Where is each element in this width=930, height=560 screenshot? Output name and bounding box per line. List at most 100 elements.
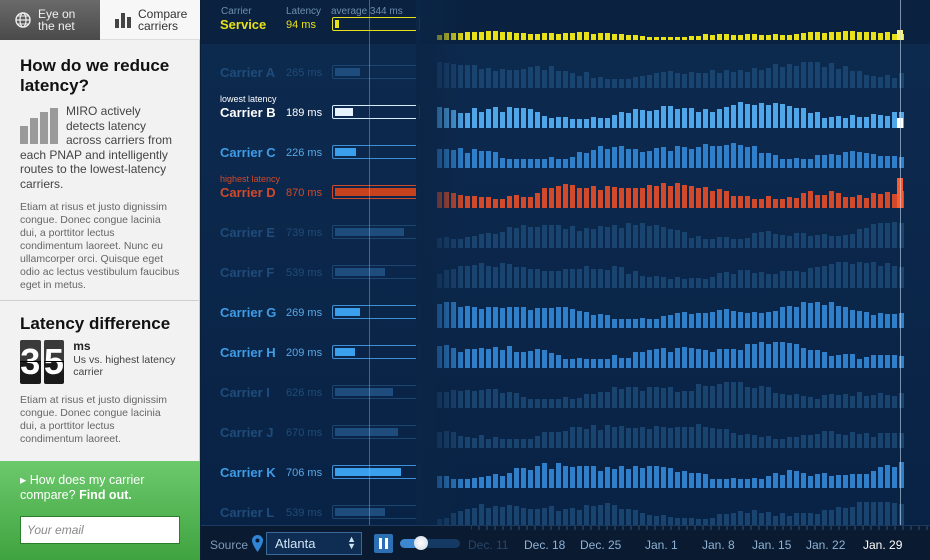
history-bar <box>598 314 603 328</box>
source-city-select[interactable]: Atlanta ▲ ▼ <box>266 532 362 555</box>
carrier-row[interactable]: Carrier E 739 ms <box>201 208 930 248</box>
history-bar <box>647 37 652 40</box>
history-bar <box>444 192 449 208</box>
history-bar <box>724 34 729 40</box>
history-bar <box>773 274 778 288</box>
history-bar <box>871 193 876 208</box>
history-bar <box>472 32 477 40</box>
history-bar <box>465 65 470 88</box>
carrier-row[interactable]: highest latency Carrier D 870 ms <box>201 168 930 208</box>
history-bar <box>710 35 715 40</box>
history-bar <box>822 67 827 88</box>
history-bar <box>829 191 834 208</box>
history-bar <box>801 233 806 248</box>
find-out-link[interactable]: Find out. <box>79 488 132 502</box>
history-bar <box>759 153 764 168</box>
history-bar <box>507 107 512 128</box>
history-bar <box>661 72 666 88</box>
history-bar <box>528 227 533 248</box>
history-bar <box>808 62 813 88</box>
tab-compare-carriers[interactable]: Compare carriers <box>100 0 200 40</box>
history-bars <box>437 382 904 408</box>
history-bar <box>780 159 785 168</box>
history-bar <box>710 112 715 128</box>
history-bar <box>878 502 883 525</box>
history-bar <box>717 146 722 168</box>
carrier-row[interactable]: Carrier C 226 ms <box>201 128 930 168</box>
history-bar <box>458 65 463 88</box>
history-bar <box>563 33 568 40</box>
history-bar <box>444 63 449 88</box>
timeline-date[interactable]: Jan. 22 <box>806 538 846 552</box>
timeline-date[interactable]: Dec. 25 <box>580 538 622 552</box>
timeline-bar: Source Atlanta ▲ ▼ Dec. 11 Dec. 18 Dec. 25 J… <box>201 525 930 560</box>
history-bar <box>759 199 764 208</box>
history-bar <box>584 394 589 408</box>
history-bar <box>647 75 652 88</box>
history-bar <box>542 463 547 488</box>
history-bar <box>479 504 484 525</box>
history-bar <box>486 508 491 525</box>
carrier-row[interactable]: Carrier A 265 ms <box>201 48 930 88</box>
history-bar <box>696 384 701 408</box>
carrier-row[interactable]: Carrier G 269 ms <box>201 288 930 328</box>
history-bar <box>465 349 470 368</box>
history-bar <box>808 435 813 448</box>
latency-difference-section: Latency difference 3 5 ms Us vs. highest… <box>20 314 180 446</box>
history-bar <box>752 233 757 248</box>
tab-eye-on-the-net[interactable]: Eye on the net <box>0 0 100 40</box>
carrier-row[interactable]: Carrier L 539 ms <box>201 488 930 528</box>
timeline-date[interactable]: Dec. 11 <box>468 538 509 552</box>
history-bar <box>542 116 547 128</box>
pause-button[interactable] <box>374 534 393 553</box>
carrier-row[interactable]: Carrier I 626 ms <box>201 368 930 408</box>
history-bar <box>738 270 743 288</box>
history-bar <box>773 311 778 328</box>
history-bar <box>808 476 813 488</box>
history-bar <box>773 103 778 128</box>
history-bar <box>682 279 687 288</box>
carrier-row[interactable]: Carrier H 209 ms <box>201 328 930 368</box>
history-bar <box>801 159 806 168</box>
timeline-date[interactable]: Jan. 1 <box>645 538 678 552</box>
timeline-date[interactable]: Jan. 8 <box>702 538 735 552</box>
history-bar <box>591 506 596 525</box>
email-input[interactable] <box>20 516 180 544</box>
history-bar <box>472 108 477 128</box>
latency-meter-fill <box>335 228 404 236</box>
history-bar <box>647 429 652 448</box>
history-bar <box>696 278 701 288</box>
history-bar <box>598 359 603 368</box>
history-bar <box>451 348 456 368</box>
history-bar <box>654 426 659 448</box>
history-bar <box>724 514 729 525</box>
history-bar <box>843 66 848 88</box>
timeline-date[interactable]: Dec. 18 <box>524 538 566 552</box>
history-bar <box>689 72 694 88</box>
latency-meter-fill <box>335 20 339 28</box>
history-bar <box>675 183 680 208</box>
carrier-row[interactable]: Carrier J 670 ms <box>201 408 930 448</box>
carrier-row[interactable]: Carrier K 706 ms <box>201 448 930 488</box>
history-bar <box>815 302 820 328</box>
history-bar <box>591 150 596 168</box>
slider-knob[interactable] <box>414 536 428 550</box>
history-bar <box>472 349 477 368</box>
timeline-date[interactable]: Jan. 15 <box>752 538 792 552</box>
carrier-row[interactable]: Carrier F 539 ms <box>201 248 930 288</box>
latency-value: 265 ms <box>286 67 323 79</box>
carrier-name: Carrier D <box>220 185 276 200</box>
history-bar <box>787 197 792 208</box>
carrier-row[interactable]: lowest latency Carrier B 189 ms <box>201 88 930 128</box>
timeline-date[interactable]: Jan. 29 <box>863 538 903 552</box>
history-bar <box>689 238 694 248</box>
history-bar <box>829 32 834 40</box>
history-bar <box>843 118 848 128</box>
carrier-name: Carrier A <box>220 65 276 80</box>
history-bar <box>507 473 512 488</box>
history-bar <box>843 235 848 248</box>
playback-slider[interactable] <box>400 536 460 550</box>
history-bar <box>479 32 484 40</box>
history-bar <box>878 77 883 88</box>
history-bar <box>584 466 589 488</box>
